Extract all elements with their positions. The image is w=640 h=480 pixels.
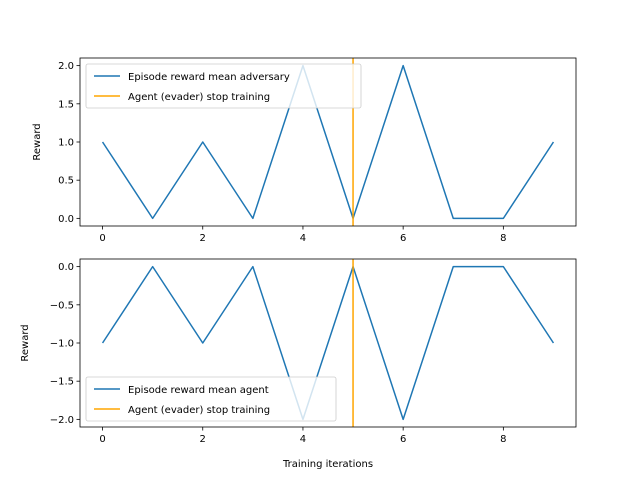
legend: Episode reward mean adversary Agent (evad… — [85, 63, 362, 109]
x-tick-label: 6 — [400, 434, 406, 445]
x-axis-label: Training iterations — [282, 459, 373, 470]
x-tick-label: 2 — [200, 434, 206, 445]
x-tick-label: 4 — [300, 434, 306, 445]
subplot-agent: 0 2 4 6 8 −2.0 −1.5 −1.0 −0.5 0.0 Reward Training i… — [20, 258, 577, 470]
x-tick-label: 4 — [300, 233, 306, 244]
x-tick-label: 0 — [99, 233, 105, 244]
legend-label-series: Episode reward mean agent — [128, 385, 269, 396]
y-tick-label: 2.0 — [58, 61, 74, 72]
series-line — [101, 64, 555, 220]
legend-label-stop-training: Agent (evader) stop training — [128, 405, 270, 416]
y-tick-label: −2.0 — [50, 415, 74, 426]
y-tick-label: 0.5 — [58, 176, 74, 187]
y-tick-label: 0.0 — [58, 214, 74, 225]
y-tick-label: 1.5 — [58, 99, 74, 110]
y-tick-label: −1.0 — [50, 339, 74, 350]
y-axis-label: Reward — [20, 324, 31, 361]
legend-box — [85, 376, 337, 422]
y-tick-label: 0.0 — [58, 262, 74, 273]
x-tick-label: 8 — [500, 434, 506, 445]
legend-label-series: Episode reward mean adversary — [128, 72, 290, 83]
subplot-adversary: 0 2 4 6 8 0.0 0.5 1.0 1.5 2.0 Reward Episode reward… — [32, 57, 577, 244]
legend-box — [85, 63, 362, 109]
legend: Episode reward mean agent Agent (evader) … — [85, 376, 337, 422]
y-tick-label: −1.5 — [50, 377, 74, 388]
y-axis-label: Reward — [32, 123, 43, 160]
x-tick-label: 0 — [99, 434, 105, 445]
y-tick-label: 1.0 — [58, 138, 74, 149]
series-line — [101, 265, 555, 421]
y-tick-label: −0.5 — [50, 300, 74, 311]
legend-label-stop-training: Agent (evader) stop training — [128, 92, 270, 103]
x-tick-label: 2 — [200, 233, 206, 244]
x-tick-label: 6 — [400, 233, 406, 244]
x-tick-label: 8 — [500, 233, 506, 244]
